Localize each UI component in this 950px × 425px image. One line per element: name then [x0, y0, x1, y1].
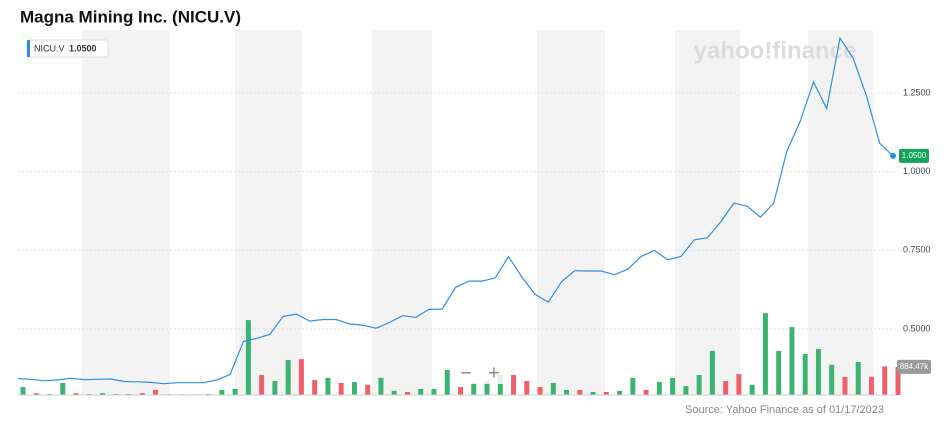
- volume-bar: [868, 376, 874, 395]
- volume-bar: [537, 387, 543, 395]
- volume-bar: [245, 320, 251, 395]
- volume-bar: [696, 375, 702, 395]
- volume-bar: [325, 377, 331, 395]
- volume-bar: [656, 381, 662, 395]
- period-bands: [82, 30, 873, 395]
- volume-bar: [550, 382, 556, 395]
- price-marker-label: 1.0500: [902, 151, 927, 160]
- volume-bar: [20, 387, 26, 395]
- volume-bar: [603, 391, 609, 395]
- volume-bar: [100, 393, 106, 395]
- band: [82, 30, 170, 395]
- zoom-in-button[interactable]: +: [488, 362, 500, 384]
- volume-bar: [298, 359, 304, 395]
- volume-bar: [762, 313, 768, 395]
- volume-bar: [458, 387, 463, 395]
- volume-bar: [73, 393, 79, 395]
- volume-bar: [391, 390, 397, 395]
- zoom-controls: − +: [451, 362, 511, 384]
- volume-bar: [590, 391, 596, 395]
- zoom-out-button[interactable]: −: [460, 362, 472, 384]
- volume-bar: [670, 377, 676, 395]
- legend: NICU.V 1.0500: [26, 39, 109, 58]
- band: [235, 30, 302, 395]
- volume-bar: [736, 374, 742, 395]
- volume-bar: [564, 389, 570, 395]
- volume-bar: [404, 391, 410, 395]
- volume-bar: [351, 381, 357, 395]
- volume-bar: [338, 382, 344, 395]
- price-line: [17, 36, 894, 385]
- volume-bar: [617, 390, 623, 395]
- y-tick-label: 1.0000: [903, 166, 931, 176]
- volume-bar: [802, 354, 808, 395]
- volume-bar: [815, 348, 821, 395]
- volume-bar: [219, 389, 225, 395]
- volume-bar: [829, 364, 835, 395]
- volume-bar: [418, 388, 424, 395]
- volume-bar: [60, 382, 66, 395]
- volume-bar: [776, 350, 782, 395]
- band: [372, 30, 432, 395]
- legend-value: 1.0500: [69, 43, 97, 53]
- volume-bar: [577, 389, 583, 395]
- y-tick-label: 0.5000: [903, 323, 931, 333]
- volume-bar: [855, 361, 861, 395]
- volume-bar: [232, 388, 238, 395]
- volume-bar: [139, 393, 145, 395]
- volume-bar: [511, 375, 517, 395]
- y-tick-label: 1.2500: [903, 87, 931, 97]
- volume-bar: [484, 381, 490, 395]
- volume-bar: [365, 384, 371, 395]
- volume-bar: [33, 393, 39, 395]
- volume-bar: [378, 377, 384, 395]
- volume-bar: [431, 388, 437, 395]
- volume-bar: [153, 389, 159, 395]
- volume-bar: [471, 382, 477, 395]
- volume-bar: [749, 384, 755, 395]
- volume-marker-label: 884.47k: [900, 362, 929, 371]
- band: [808, 30, 873, 395]
- chart-title: Magna Mining Inc. (NICU.V): [20, 7, 241, 26]
- volume-bar: [497, 375, 503, 395]
- volume-bar: [723, 381, 729, 395]
- last-point: [890, 152, 896, 159]
- volume-bar: [789, 327, 795, 395]
- legend-name: NICU.V: [34, 43, 65, 53]
- volume-bar: [683, 386, 689, 395]
- volume-bar: [882, 366, 888, 395]
- volume-bar: [285, 360, 291, 395]
- volume-marker-box: [897, 359, 931, 374]
- legend-swatch: [27, 40, 30, 57]
- source-note: Source: Yahoo Finance as of 01/17/2023: [685, 404, 884, 416]
- volume-bar: [524, 381, 530, 395]
- band: [675, 30, 740, 395]
- watermark: yahoo!finance: [694, 37, 857, 64]
- band: [537, 30, 605, 395]
- zoom-box: [451, 362, 511, 384]
- y-tick-label: 0.7500: [903, 245, 931, 255]
- volume-bar: [895, 366, 901, 395]
- volume-bar: [312, 380, 318, 395]
- volume-bar: [259, 375, 265, 395]
- price-marker-box: [899, 148, 929, 163]
- volume-bar: [630, 377, 636, 395]
- volume-bar: [709, 350, 715, 395]
- volume-bar: [842, 376, 848, 395]
- volume-bar: [444, 369, 450, 395]
- volume-bar: [643, 389, 649, 395]
- volume-bar: [272, 381, 278, 395]
